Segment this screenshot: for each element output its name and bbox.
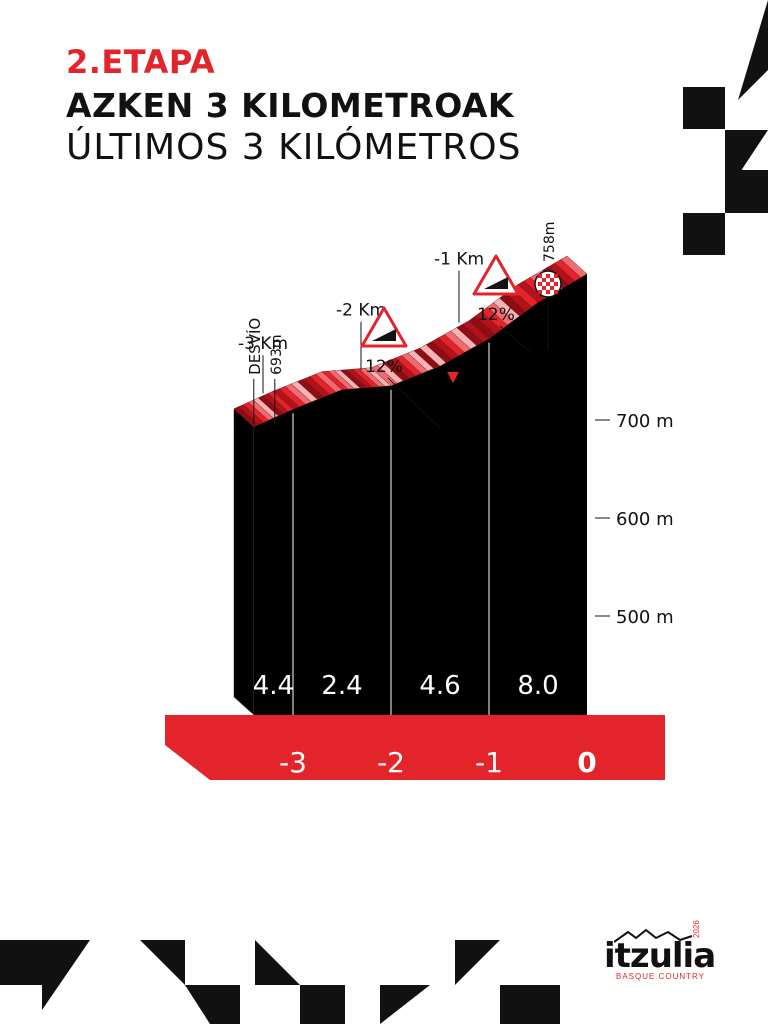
profile-top-strip (560, 255, 588, 278)
decor-shape (255, 940, 300, 985)
finish-flag-check (554, 282, 558, 286)
km-marker-label: -1 Km (434, 250, 484, 270)
finish-flag-check (554, 290, 558, 294)
decor-shape (140, 940, 185, 985)
finish-flag-check (546, 274, 550, 278)
decor-shape (455, 940, 500, 985)
segment-gradient-label: 2.4 (321, 671, 362, 701)
finish-flag-check (546, 282, 550, 286)
start-label: DESVÍO (245, 318, 264, 375)
x-tick-label: 0 (577, 746, 596, 779)
y-tick-label: 500 m (616, 607, 674, 628)
steep-leader-line (387, 377, 441, 429)
km-marker-triangle-icon (447, 372, 459, 383)
y-tick-label: 600 m (616, 509, 674, 530)
steep-slope-icon (372, 329, 396, 341)
logo-year: 2026 (692, 920, 701, 938)
decor-shape (300, 985, 345, 1024)
header: 2.ETAPA AZKEN 3 KILOMETROAK ÚLTIMOS 3 KI… (66, 44, 521, 170)
km-marker-label: -3 Km (238, 334, 288, 354)
steep-slope-icon (484, 277, 508, 289)
segment-gradient-label: 8.0 (517, 671, 558, 701)
km-marker-label: -2 Km (336, 301, 386, 321)
finish-flag-check (538, 290, 542, 294)
segment-gradient-label: 4.4 (253, 671, 294, 701)
profile-axes: -3 -2 -1 0 500 m 600 m 700 m (165, 411, 674, 780)
finish-flag-check (542, 278, 546, 282)
decor-shape (500, 985, 560, 1024)
x-tick-label: -2 (377, 746, 405, 779)
finish-flag-check (546, 290, 550, 294)
title-basque: AZKEN 3 KILOMETROAK (66, 86, 514, 125)
start-altitude-label: 693m (269, 335, 285, 375)
finish-altitude-label: 758m (542, 222, 558, 262)
decor-shape (185, 985, 240, 1024)
decor-shape (725, 170, 768, 213)
finish-flag-check (550, 286, 554, 290)
distance-ribbon (165, 715, 665, 780)
finish-flag-check (538, 282, 542, 286)
x-tick-label: -1 (475, 746, 503, 779)
finish-flag-check (554, 274, 558, 278)
profile-annotations: 4.4 2.4 4.6 8.0 DESVÍO 693m-3 Km -2 Km -1 Km 12%… (238, 222, 562, 701)
decor-shape (42, 940, 90, 1010)
steep-leader-line (499, 325, 531, 353)
title-spanish: ÚLTIMOS 3 KILÓMETROS (66, 127, 522, 168)
profile-face (253, 273, 588, 715)
decor-shape (738, 0, 768, 100)
profile-body (233, 255, 588, 715)
x-tick-label: -3 (279, 746, 307, 779)
finish-flag-check (538, 274, 542, 278)
itzulia-logo: itzulia 2026 BASQUE COUNTRY (604, 920, 716, 986)
mountain-logo-icon (614, 928, 693, 943)
steep-gradient-label: 12% (365, 357, 403, 377)
decor-shape (0, 940, 42, 985)
decor-shape (683, 87, 725, 129)
finish-flag-check (550, 278, 554, 282)
finish-flag-check (542, 286, 546, 290)
profile-side-face (233, 408, 254, 715)
logo-word: itzulia (604, 936, 716, 976)
logo-subtitle: BASQUE COUNTRY (616, 972, 705, 981)
decor-shape (380, 985, 430, 1024)
stage-label: 2.ETAPA (66, 43, 216, 81)
decor-shape (683, 213, 725, 255)
steep-gradient-label: 12% (477, 305, 515, 325)
y-tick-label: 700 m (616, 411, 674, 432)
segment-gradient-label: 4.6 (419, 671, 460, 701)
